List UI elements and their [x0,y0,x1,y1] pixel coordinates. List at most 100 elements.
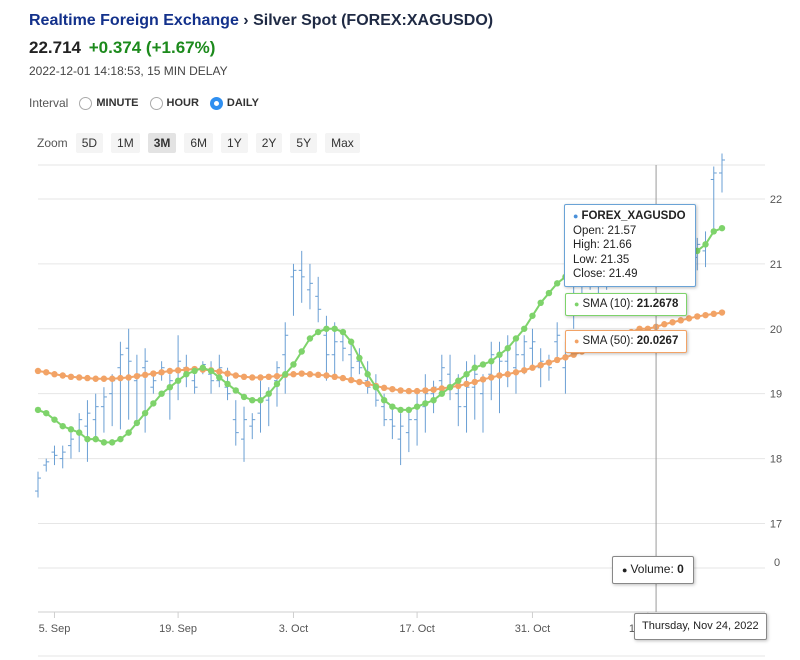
sma10-point [413,403,421,410]
sma50-point [718,309,726,316]
ohlc-bar [298,250,305,303]
sma50-value: 20.0267 [636,335,679,347]
sma10-point [471,364,478,371]
ohlc-bar [35,471,41,498]
sma50-dot-icon: ● [574,336,580,346]
sma10-point [43,409,50,417]
sma50-point [413,387,421,395]
radio-icon[interactable] [149,96,163,110]
ohlc-bar [315,276,322,323]
ohlc-bar [282,322,289,394]
sma50-point [125,374,132,381]
zoom-3m-button[interactable]: 3M [147,133,177,153]
radio-selected-icon[interactable] [209,96,223,110]
sma50-point [59,372,66,379]
sma10-point [521,325,528,332]
sma10-point [257,396,264,404]
sma50-point [84,374,91,382]
sma50-point [677,317,684,324]
zoom-max-button[interactable]: Max [325,133,360,153]
y-tick-label: 20 [770,324,782,336]
radio-icon[interactable] [79,96,93,110]
sma50-point [562,354,569,361]
sma10-point [298,348,305,355]
y-tick-label: 18 [770,454,782,466]
source-link[interactable]: Realtime Foreign Exchange [29,12,239,29]
interval-option-minute[interactable]: MINUTE [79,96,139,110]
sma50-point [422,387,429,394]
ohlc-bar [545,354,552,381]
sma10-point [290,361,297,368]
sma10-point [240,393,248,401]
zoom-selector: Zoom 5D 1M 3M 6M 1Y 2Y 5Y Max [37,133,360,153]
ohlc-bar [232,400,239,446]
ohlc-bar [51,445,58,466]
sma50-point [521,367,528,374]
zoom-2y-button[interactable]: 2Y [255,133,283,153]
sma10-point [207,367,215,375]
volume-value: 0 [677,562,684,576]
sma10-point [224,380,231,388]
sma50-point [529,364,536,371]
sma50-point [405,387,413,395]
sma50-point [504,371,511,378]
series-dot-icon: ● [573,211,579,221]
ohlc-bar [504,335,511,388]
ohlc-bar [125,328,132,420]
zoom-1y-button[interactable]: 1Y [221,133,248,153]
date-tooltip: Thursday, Nov 24, 2022 [634,613,767,640]
sma10-point [702,241,709,248]
sma10-point [265,390,272,397]
sma10-point [389,403,396,410]
interval-option-hour[interactable]: HOUR [149,96,199,110]
sma50-point [389,385,396,393]
instrument-name: Silver Spot (FOREX:XAGUSDO) [253,12,494,29]
sma50-point [174,367,182,374]
volume-dot-icon: ● [622,565,628,575]
sma50-point [496,372,503,379]
sma10-label: SMA (10): [582,298,637,310]
sma50-point [455,382,462,390]
sma50-point [273,372,281,380]
sma10-point [372,383,380,391]
sma10-point [537,299,544,307]
sma50-point [216,368,223,375]
zoom-5y-button[interactable]: 5Y [290,133,318,153]
sma10-point [216,374,223,381]
zoom-6m-button[interactable]: 6M [184,133,214,153]
interval-label: Interval [29,96,69,110]
sma10-point [117,435,124,443]
ohlc-bar [100,387,107,433]
sma50-point [224,370,231,377]
sma10-point [191,367,198,375]
sma10-point [174,377,182,384]
interval-option-daily[interactable]: DAILY [209,96,259,110]
x-tick-label: 17. Oct [399,623,434,635]
ohlc-bar [480,374,487,433]
sma10-point [479,361,487,368]
sma10-point [512,335,520,342]
ohlc-bar [306,263,313,310]
sma50-point [314,371,322,379]
zoom-label: Zoom [37,136,68,150]
sma50-point [249,374,256,381]
zoom-1m-button[interactable]: 1M [111,133,140,153]
volume-label: Volume: [630,562,678,576]
sma10-point [397,406,404,414]
sma10-point [51,416,58,423]
ohlc-bar [257,380,264,433]
sma50-point [257,374,264,381]
sma50-point [397,387,404,394]
ohlc-bar [208,361,215,394]
zoom-5d-button[interactable]: 5D [75,133,104,153]
y-tick-label: 22 [770,194,782,206]
sma10-point [380,396,388,404]
ohlc-bar [84,400,91,462]
interval-option-label: DAILY [226,97,259,109]
sma50-point [537,361,544,369]
sma50-point [166,367,174,375]
x-tick-label: 3. Oct [279,623,308,635]
sma50-point [669,319,676,326]
sma50-point [306,371,314,378]
sma10-point [273,380,281,388]
